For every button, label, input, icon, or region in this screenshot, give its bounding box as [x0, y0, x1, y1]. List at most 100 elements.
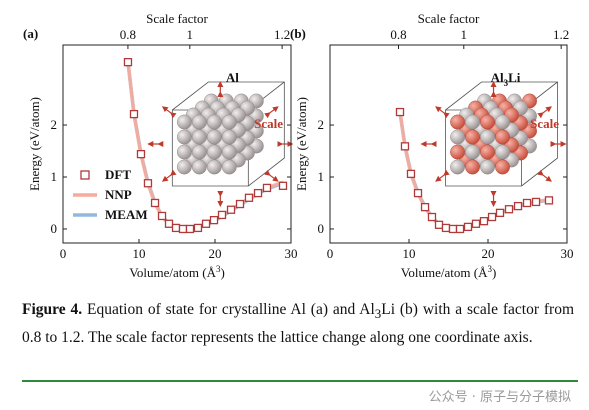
- x2-tick-label: 0.8: [390, 27, 406, 42]
- x-tick-label: 0: [327, 246, 334, 261]
- x-axis-title-part: ): [492, 265, 496, 280]
- caption-label: Figure 4.: [22, 301, 83, 318]
- data-point: [455, 224, 465, 234]
- inset-label-part: Li: [508, 70, 521, 85]
- data-point: [487, 212, 497, 222]
- x-tick-label: 10: [133, 246, 146, 261]
- atom: [480, 114, 495, 130]
- x-axis-title: Volume/atom (Å3): [401, 264, 497, 280]
- data-point: [226, 205, 236, 214]
- atom: [206, 114, 222, 130]
- atom: [480, 159, 495, 175]
- data-point: [479, 217, 489, 226]
- x2-tick-label: 1.2: [274, 27, 290, 42]
- data-point: [471, 219, 481, 228]
- panel-label: (b): [290, 26, 306, 41]
- y-tick-label: 2: [318, 117, 325, 132]
- x-axis-title-part: 3: [216, 264, 221, 274]
- atom: [206, 144, 222, 160]
- x-tick-label: 20: [482, 246, 495, 261]
- atom: [221, 144, 237, 160]
- data-point: [420, 202, 430, 212]
- y-axis-title: Energy (eV/atom): [294, 97, 309, 191]
- data-point: [395, 107, 405, 117]
- data-point: [441, 223, 451, 233]
- data-point: [427, 212, 437, 222]
- atom: [465, 159, 480, 175]
- x2-tick-label: 1: [461, 27, 468, 42]
- atom: [176, 114, 192, 130]
- atom: [221, 159, 237, 175]
- atom: [450, 159, 465, 175]
- data-point: [150, 198, 160, 208]
- atom: [450, 129, 465, 145]
- x-tick-label: 20: [209, 246, 222, 261]
- atom: [176, 159, 192, 175]
- atom: [495, 159, 510, 175]
- x-axis-title-part: Volume/atom (Å: [129, 265, 216, 280]
- data-point: [136, 149, 146, 159]
- atom: [191, 144, 207, 160]
- data-point: [522, 198, 532, 208]
- data-point: [262, 183, 272, 193]
- data-point: [504, 205, 514, 214]
- scale-arrow: [435, 106, 450, 119]
- x2-tick-label: 0.8: [120, 27, 136, 42]
- scale-arrow: [161, 169, 177, 182]
- data-point: [143, 179, 153, 188]
- scale-arrow: [435, 169, 450, 182]
- x-axis-title-part: ): [220, 265, 224, 280]
- legend-label: MEAM: [105, 207, 148, 222]
- legend-label: NNP: [105, 187, 132, 202]
- data-point: [434, 220, 444, 229]
- caption-subscript: 3: [374, 306, 382, 322]
- y-tick-label: 1: [318, 169, 325, 184]
- crystal-inset: [420, 81, 567, 207]
- y-tick-label: 2: [51, 117, 58, 132]
- atom: [206, 159, 222, 175]
- data-point: [201, 219, 211, 228]
- atom: [465, 114, 480, 130]
- plot-frame: [329, 44, 568, 244]
- caption: Figure 4. Equation of state for crystall…: [22, 298, 574, 350]
- scale-arrow: [537, 106, 552, 119]
- scale-arrow: [264, 169, 279, 182]
- caption-text: Li (b) with a scale factor from 0.8 to 1…: [22, 301, 575, 347]
- y-tick-label: 0: [318, 221, 325, 236]
- data-point: [129, 109, 139, 119]
- scale-arrow: [537, 169, 552, 182]
- data-point: [157, 211, 167, 221]
- x-tick-label: 10: [403, 246, 416, 261]
- atom: [450, 114, 465, 130]
- atom: [450, 144, 465, 160]
- data-point: [406, 169, 416, 179]
- data-point: [123, 57, 133, 67]
- x-tick-label: 30: [561, 246, 574, 261]
- data-point: [544, 196, 554, 205]
- scale-arrow: [264, 106, 279, 119]
- atom: [191, 159, 207, 175]
- data-point: [463, 222, 473, 232]
- separator: [22, 380, 578, 382]
- data-point: [495, 208, 505, 218]
- atom: [465, 129, 480, 145]
- data-point: [171, 223, 181, 233]
- data-point: [413, 188, 423, 198]
- data-point: [448, 224, 458, 234]
- inset-label-part: Al: [226, 70, 239, 85]
- atom: [495, 129, 510, 145]
- atom: [221, 114, 237, 130]
- crystal-inset: [147, 81, 294, 207]
- plot-frame: [62, 44, 292, 244]
- data-point: [278, 181, 288, 190]
- x-tick-label: 0: [60, 246, 67, 261]
- inset-note: Scale: [254, 116, 283, 131]
- x-tick-label: 30: [285, 246, 298, 261]
- data-point: [400, 142, 410, 151]
- data-point: [193, 223, 203, 233]
- x2-tick-label: 1: [187, 27, 194, 42]
- atom: [480, 144, 495, 160]
- atom: [465, 144, 480, 160]
- x2-axis-title: Scale factor: [418, 11, 480, 26]
